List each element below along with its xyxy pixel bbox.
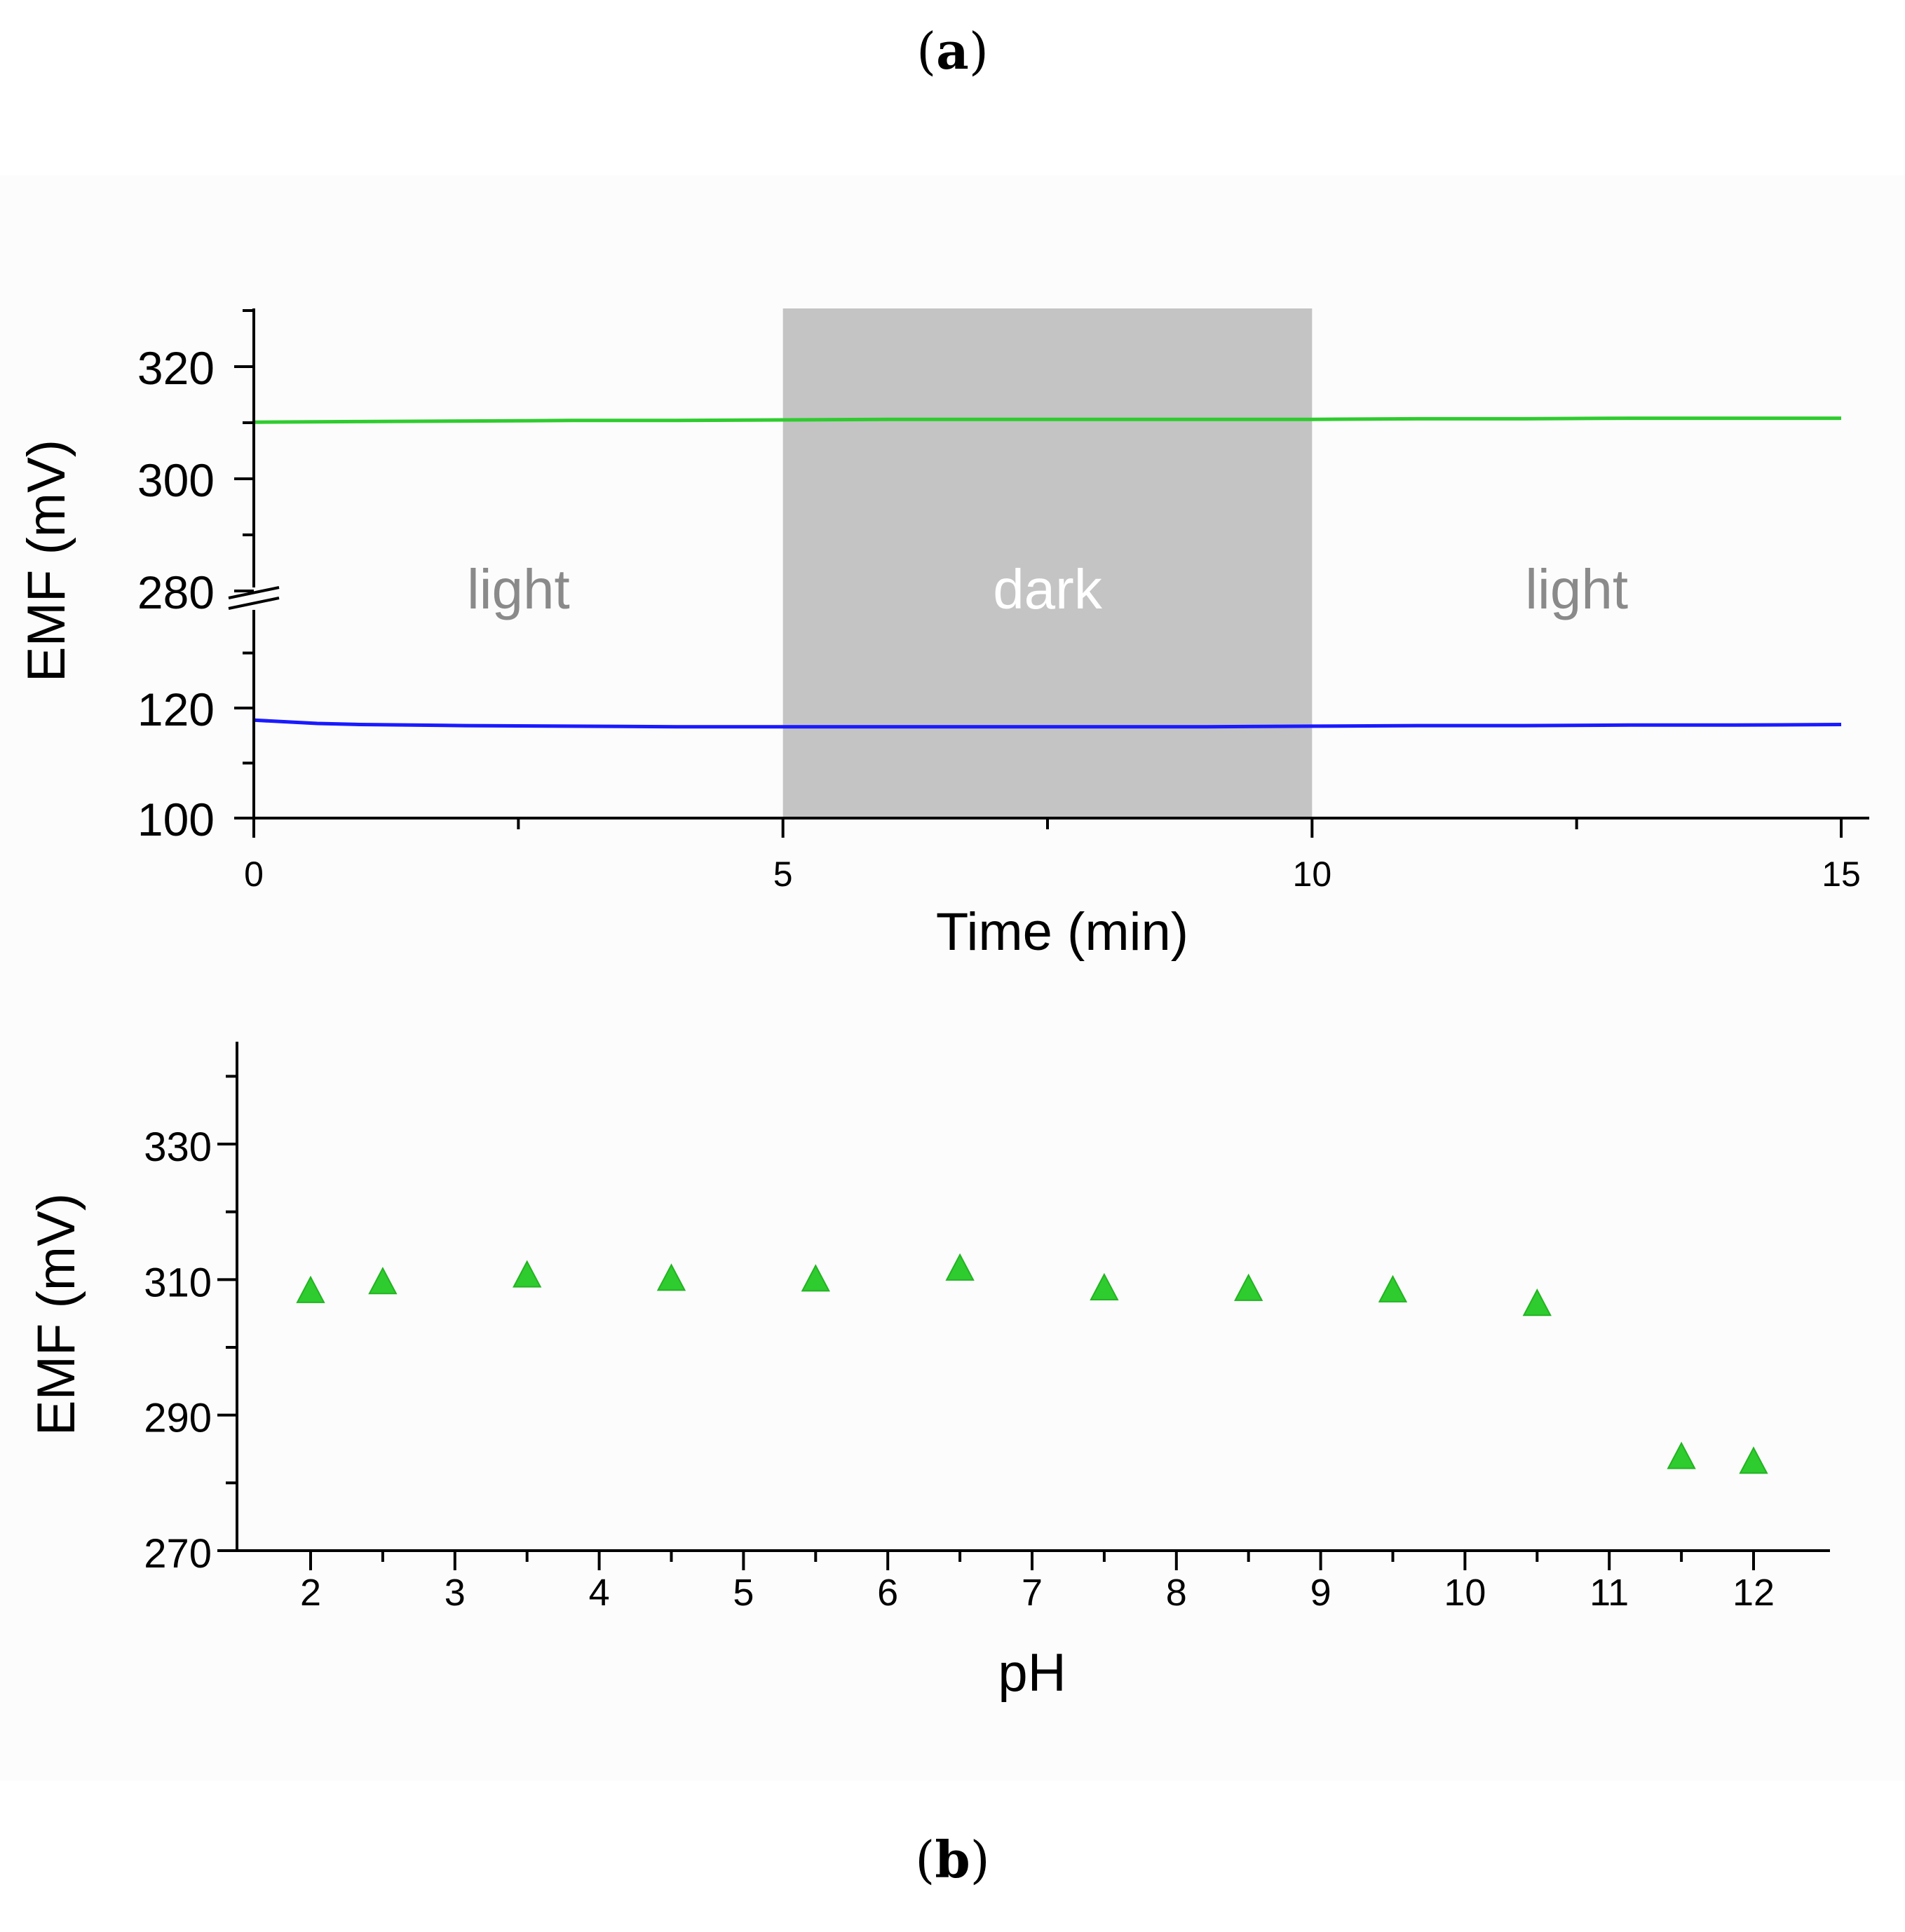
y-tick-label: 100 [137, 794, 215, 845]
x-tick-label: 6 [877, 1572, 898, 1614]
series-line-lower [253, 718, 1842, 729]
data-point-triangle [513, 1260, 542, 1288]
y-tick-label: 320 [137, 342, 215, 394]
y-tick-label: 290 [144, 1396, 212, 1441]
x-tick-label: 12 [1733, 1572, 1775, 1614]
x-tick-label: 8 [1166, 1572, 1187, 1614]
y-tick-label: 280 [137, 566, 215, 618]
dark-region-shading [782, 308, 1313, 818]
x-tick-label: 2 [300, 1572, 321, 1614]
data-point-triangle [801, 1264, 830, 1292]
x-tick-label: 3 [445, 1572, 466, 1614]
data-point-triangle [296, 1275, 325, 1303]
y-tick-label: 270 [144, 1531, 212, 1577]
data-point-triangle [1739, 1446, 1768, 1474]
chart-a: light dark light 100 120 280 300 320 0 5 10 15 EMF… [17, 308, 1869, 962]
x-tick-label: 10 [1444, 1572, 1486, 1614]
data-point-triangle [1234, 1273, 1263, 1301]
x-tick-label: 5 [733, 1572, 754, 1614]
chart-a-y-axis-title: EMF (mV) [17, 440, 76, 682]
data-point-triangle [945, 1253, 975, 1281]
x-tick-label: 4 [589, 1572, 610, 1614]
chart-b-y-axis-title: EMF (mV) [27, 1193, 86, 1436]
axis-break-mark [228, 586, 280, 599]
region-label-light: light [467, 558, 570, 620]
data-point-triangle [1667, 1441, 1696, 1469]
y-tick-label: 330 [144, 1124, 212, 1170]
series-line-upper [253, 416, 1841, 424]
chart-b: 270 290 310 330 2 3 4 5 6 7 8 9 10 11 12 EMF (mV) pH [27, 1042, 1830, 1703]
x-tick-label: 5 [773, 855, 793, 894]
region-label-dark: dark [993, 558, 1103, 620]
data-point-triangle [368, 1267, 398, 1295]
panel-label-b: (b) [915, 1830, 990, 1889]
x-tick-label: 11 [1589, 1572, 1629, 1614]
data-point-triangle [1378, 1274, 1408, 1302]
x-tick-label: 7 [1022, 1572, 1043, 1614]
chart-b-x-axis-title: pH [998, 1643, 1066, 1703]
region-label-light: light [1525, 558, 1628, 620]
data-point-triangle [1522, 1288, 1552, 1317]
axis-break-mark [228, 597, 280, 610]
panel-label-a: (a) [916, 21, 989, 81]
chart-a-x-axis-title: Time (min) [936, 902, 1188, 962]
x-tick-label: 0 [244, 855, 264, 894]
x-tick-label: 10 [1293, 855, 1332, 894]
data-point-triangle [656, 1263, 686, 1291]
y-tick-label: 310 [144, 1260, 212, 1305]
data-point-triangle [1090, 1272, 1119, 1300]
x-tick-label: 15 [1822, 855, 1861, 894]
y-tick-label: 120 [137, 683, 215, 735]
y-tick-label: 300 [137, 454, 215, 506]
x-tick-label: 9 [1310, 1572, 1331, 1614]
